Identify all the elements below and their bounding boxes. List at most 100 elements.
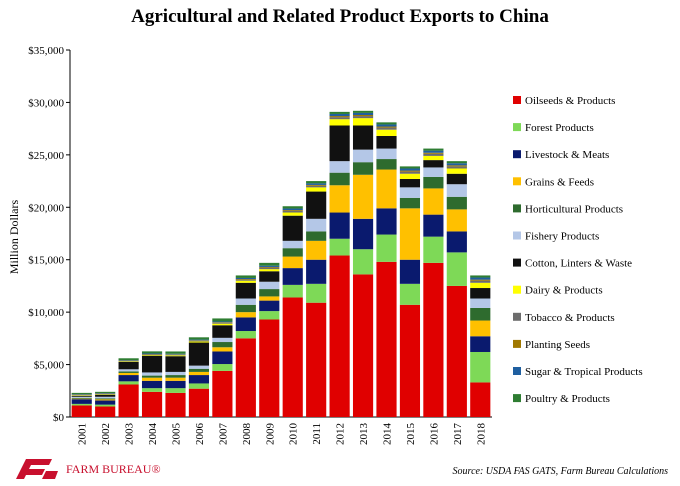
y-tick-label: $15,000 bbox=[28, 255, 64, 267]
bar-segment bbox=[446, 165, 467, 167]
bar-segment bbox=[470, 288, 491, 299]
bar-segment bbox=[165, 353, 186, 355]
bar-segment bbox=[141, 375, 163, 378]
bar-segment bbox=[95, 400, 116, 405]
bar-segment bbox=[118, 361, 139, 370]
bar-segment bbox=[446, 231, 467, 253]
bar-segment bbox=[352, 118, 374, 126]
bar-segment bbox=[329, 113, 350, 117]
y-tick-label: $5,000 bbox=[34, 360, 65, 372]
bar-segment bbox=[188, 388, 210, 417]
bar-segment bbox=[423, 155, 444, 161]
x-tick-label: 2005 bbox=[171, 423, 183, 446]
bar-segment bbox=[329, 255, 350, 417]
bar-segment bbox=[282, 256, 303, 269]
bar-segment bbox=[329, 117, 350, 120]
bar-segment bbox=[399, 171, 421, 174]
bar-segment bbox=[282, 210, 303, 211]
y-tick-label: $20,000 bbox=[28, 202, 64, 214]
x-tick-label: 2002 bbox=[100, 423, 112, 445]
bar-segment bbox=[259, 265, 280, 267]
bar-segment bbox=[71, 392, 92, 395]
bar-segment bbox=[423, 150, 444, 153]
y-ticks: $0 $5,000 $10,000 $15,000 $20,000 $25,000 $30,… bbox=[28, 45, 70, 424]
farm-bureau-logo: FARM BUREAU® bbox=[12, 457, 161, 481]
legend-label: Fishery Products bbox=[525, 231, 599, 243]
bar-segment bbox=[95, 406, 116, 417]
bar-segment bbox=[352, 115, 374, 117]
bar-segment bbox=[95, 391, 116, 393]
bar-segment bbox=[352, 274, 374, 417]
source-note: Source: USDA FAS GATS, Farm Bureau Calcu… bbox=[452, 466, 668, 477]
x-tick-label: 2004 bbox=[147, 423, 159, 446]
bar-segment bbox=[71, 405, 92, 417]
bar-segment bbox=[118, 375, 139, 382]
bar-segment bbox=[118, 371, 139, 373]
bar-segment bbox=[352, 116, 374, 119]
bar-segment bbox=[165, 351, 186, 354]
bar-segment bbox=[71, 395, 92, 397]
y-tick-label: $0 bbox=[53, 412, 65, 424]
bar-segment bbox=[141, 388, 163, 392]
bar-segment bbox=[188, 383, 210, 389]
bar-segment bbox=[212, 318, 233, 322]
bar-segment bbox=[141, 351, 163, 354]
bar-segment bbox=[188, 340, 210, 342]
bar-segment bbox=[376, 234, 397, 262]
legend-swatch bbox=[513, 312, 521, 321]
x-tick-label: 2012 bbox=[335, 423, 347, 445]
bar-segment bbox=[376, 261, 397, 417]
bar-segment bbox=[165, 375, 186, 378]
bar-segment bbox=[188, 337, 210, 340]
bar-segment bbox=[118, 358, 139, 361]
bar-segment bbox=[259, 319, 280, 417]
bar-segment bbox=[235, 279, 256, 281]
bar-segment bbox=[446, 196, 467, 210]
bars bbox=[71, 110, 491, 417]
bar-segment bbox=[306, 184, 327, 186]
x-tick-label: 2011 bbox=[311, 423, 323, 445]
bar-segment bbox=[399, 187, 421, 198]
bar-segment bbox=[212, 347, 233, 352]
x-ticks: 2001 2002 2003 2004 2005 2006 2007 2008 2009 2010… bbox=[77, 423, 488, 446]
bar-segment bbox=[399, 208, 421, 260]
legend-label: Planting Seeds bbox=[525, 339, 590, 351]
legend-label: Livestock & Meats bbox=[525, 149, 609, 161]
bar-segment bbox=[282, 284, 303, 298]
bar-segment bbox=[235, 275, 256, 278]
bar-segment bbox=[188, 341, 210, 343]
x-tick-label: 2009 bbox=[264, 423, 276, 446]
bar-segment bbox=[212, 337, 233, 343]
bar-segment bbox=[470, 320, 491, 337]
bar-segment bbox=[423, 148, 444, 151]
x-tick-label: 2001 bbox=[77, 423, 89, 445]
bar-segment bbox=[399, 304, 421, 417]
bar-segment bbox=[118, 360, 139, 362]
legend-swatch bbox=[513, 204, 521, 213]
bar-segment bbox=[470, 277, 491, 280]
bar-segment bbox=[259, 296, 280, 301]
bar-segment bbox=[71, 397, 92, 399]
bar-segment bbox=[259, 262, 280, 266]
bar-segment bbox=[212, 323, 233, 326]
bar-segment bbox=[329, 212, 350, 239]
bar-segment bbox=[141, 355, 163, 356]
legend-swatch bbox=[513, 258, 521, 267]
bar-segment bbox=[376, 127, 397, 130]
bar-segment bbox=[306, 181, 327, 184]
bar-segment bbox=[352, 112, 374, 116]
bar-segment bbox=[376, 124, 397, 127]
bar-segment bbox=[212, 351, 233, 365]
bar-segment bbox=[188, 375, 210, 384]
bar-segment bbox=[470, 351, 491, 383]
bar-segment bbox=[118, 384, 139, 417]
bar-segment bbox=[376, 126, 397, 128]
bar-segment bbox=[423, 236, 444, 263]
bar-segment bbox=[446, 168, 467, 174]
bar-segment bbox=[376, 122, 397, 125]
bar-segment bbox=[71, 403, 92, 406]
bar-segment bbox=[235, 298, 256, 305]
bar-segment bbox=[188, 339, 210, 341]
bar-segment bbox=[376, 148, 397, 160]
